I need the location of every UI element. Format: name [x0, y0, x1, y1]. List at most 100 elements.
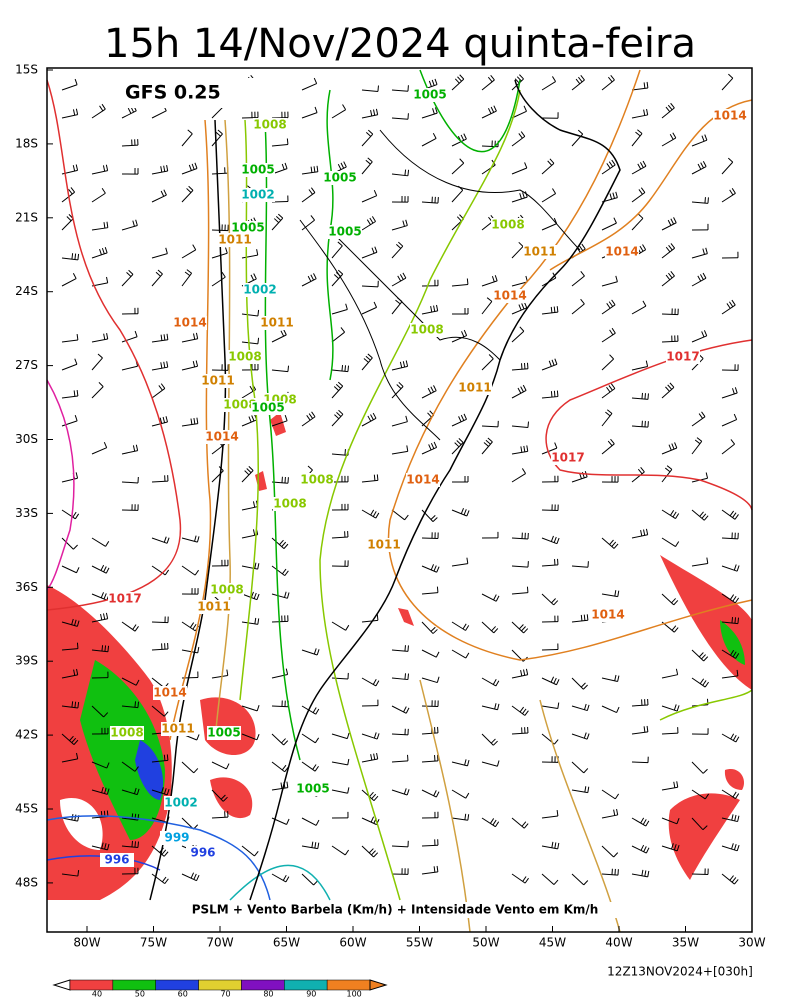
wind-barb-tick — [735, 793, 740, 799]
wind-barb — [361, 509, 377, 519]
wind-barb-tick — [729, 594, 735, 600]
isobar-label-bg — [164, 796, 198, 810]
wind-barb — [361, 285, 379, 288]
wind-barb-tick — [583, 703, 587, 710]
wind-barb — [421, 871, 438, 875]
wind-barb — [541, 81, 556, 91]
wind-barb — [331, 109, 346, 119]
wind-barb-tick — [256, 593, 260, 600]
wind-barb-tick — [253, 273, 257, 280]
isobar-label-bg — [605, 245, 639, 259]
wind-barb-tick — [254, 850, 259, 857]
wind-barb-tick — [491, 626, 496, 632]
wind-barb-tick — [310, 187, 316, 193]
wind-barb-tick — [554, 442, 558, 449]
wind-barb — [181, 272, 193, 287]
wind-barb — [451, 563, 468, 567]
wind-barb-tick — [610, 438, 615, 445]
wind-barb-tick — [345, 624, 350, 631]
wind-barb — [721, 77, 734, 91]
wind-barb-tick — [433, 866, 436, 873]
wind-barb-tick — [435, 651, 440, 658]
wind-barb — [631, 114, 648, 119]
wind-barb-tick — [669, 134, 674, 140]
wind-barb-tick — [365, 355, 371, 361]
lon-label: 80W — [73, 936, 100, 950]
wind-barb-tick — [643, 846, 647, 853]
wind-barb-tick — [376, 733, 380, 740]
wind-barb-tick — [257, 337, 260, 344]
wind-barb-tick — [496, 760, 500, 767]
wind-barb-tick — [284, 591, 287, 598]
wind-barb-tick — [553, 600, 559, 606]
isobar-label: 999 — [164, 831, 189, 845]
wind-barb — [121, 481, 139, 484]
isobar-label: 1014 — [173, 316, 206, 330]
isobar-label-bg — [205, 430, 239, 444]
wind-barb-tick — [731, 299, 736, 306]
wind-barb-tick — [522, 192, 525, 199]
wind-barb — [601, 537, 615, 549]
wind-barb-tick — [160, 334, 163, 341]
isobar-label-bg — [493, 289, 527, 303]
isobar-label-bg — [223, 398, 257, 412]
wind-barb-tick — [134, 701, 137, 708]
wind-barb — [151, 480, 169, 483]
isobar-label-bg — [218, 233, 252, 247]
wind-barb-tick — [521, 468, 526, 474]
wind-barb — [661, 593, 675, 606]
wind-barb — [61, 114, 78, 119]
wind-barb — [391, 117, 408, 120]
wind-barb-tick — [367, 415, 372, 422]
wind-barb-tick — [405, 360, 409, 367]
lat-label: 21S — [15, 210, 38, 224]
wind-barb-tick — [728, 73, 734, 79]
wind-barb-tick — [733, 564, 737, 571]
wind-barb — [331, 453, 348, 456]
wind-barb-tick — [195, 360, 199, 367]
isobar-label-bg — [323, 171, 357, 185]
wind-barb-tick — [704, 681, 709, 688]
wind-barb-tick — [342, 104, 347, 110]
wind-barb-tick — [74, 78, 78, 85]
wind-barb-tick — [514, 78, 520, 84]
wind-barb — [331, 245, 343, 259]
wind-barb-tick — [518, 304, 522, 311]
isobar-label: 1014 — [205, 430, 238, 444]
wind-barb-tick — [369, 217, 374, 224]
wind-barb — [121, 677, 137, 686]
wind-barb — [241, 254, 258, 259]
wind-barb-tick — [637, 163, 642, 170]
wind-barb — [691, 416, 706, 427]
isobar-label: 1005 — [296, 782, 329, 796]
wind-barb-tick — [616, 706, 620, 713]
wind-barb-tick — [641, 392, 643, 399]
wind-barb — [481, 621, 495, 634]
wind-barb — [61, 648, 78, 651]
wind-barb-tick — [641, 869, 644, 876]
wind-barb — [421, 649, 437, 658]
wind-barb-tick — [193, 768, 199, 774]
wind-barb-tick — [613, 217, 617, 224]
wind-barb-tick — [367, 129, 374, 135]
isobar-label: 1011 — [260, 316, 293, 330]
colorbar-swatch — [69, 979, 114, 991]
wind-barb-tick — [668, 444, 672, 451]
wind-barb — [511, 473, 526, 483]
wind-barb-tick — [556, 537, 560, 544]
wind-barb-tick — [702, 248, 705, 255]
wind-barb — [361, 195, 377, 203]
wind-barb-tick — [581, 243, 586, 250]
wind-barb-tick — [522, 384, 527, 391]
wind-barb-tick — [194, 162, 198, 169]
wind-barb-tick — [72, 109, 76, 116]
colorbar-swatch — [284, 979, 328, 991]
wind-barb-tick — [163, 788, 167, 795]
wind-barb-tick — [731, 616, 734, 624]
wind-barb-tick — [280, 330, 285, 337]
wind-barb-tick — [707, 197, 709, 204]
isobar-label-bg — [413, 88, 447, 102]
wind-barb-tick — [337, 381, 344, 387]
wind-barb — [211, 816, 229, 819]
isobar-label-bg — [491, 218, 525, 232]
